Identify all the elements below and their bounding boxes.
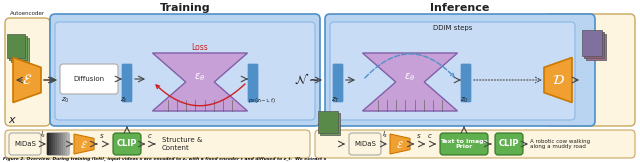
Text: $s$: $s$ [99, 132, 105, 140]
FancyBboxPatch shape [9, 133, 41, 155]
Bar [582, 30, 602, 56]
Text: Autoencoder: Autoencoder [10, 11, 45, 16]
Bar [65, 133, 67, 155]
Bar [47, 133, 49, 155]
Text: DDIM steps: DDIM steps [433, 25, 472, 31]
Text: CLIP: CLIP [116, 139, 137, 149]
Text: $\varepsilon_\theta$: $\varepsilon_\theta$ [404, 71, 415, 83]
Text: MiDaS: MiDaS [354, 141, 376, 147]
Polygon shape [390, 134, 410, 154]
Text: $z_T$: $z_T$ [331, 96, 340, 105]
Bar [320, 113, 340, 135]
Text: $z_0$: $z_0$ [460, 96, 468, 105]
Bar [11, 38, 29, 62]
Text: $\mathcal{E}$: $\mathcal{E}$ [396, 139, 404, 150]
Text: $x$: $x$ [8, 115, 17, 125]
Text: $\mathcal{N}\sim$: $\mathcal{N}\sim$ [294, 73, 320, 87]
Text: $\mathcal{E}$: $\mathcal{E}$ [80, 139, 88, 150]
FancyBboxPatch shape [47, 133, 69, 155]
Text: CLIP: CLIP [499, 139, 519, 149]
Bar [586, 34, 606, 60]
Text: $\mathcal{D}$: $\mathcal{D}$ [552, 73, 564, 87]
Bar [51, 133, 53, 155]
Polygon shape [544, 58, 572, 103]
Text: A robotic cow walking
along a muddy road: A robotic cow walking along a muddy road [530, 139, 590, 149]
FancyBboxPatch shape [440, 133, 488, 155]
Text: $z_0$: $z_0$ [61, 96, 70, 105]
FancyBboxPatch shape [333, 64, 343, 102]
Text: $l_s$: $l_s$ [382, 130, 388, 140]
Text: Diffusion: Diffusion [74, 76, 104, 82]
Text: $c$: $c$ [427, 132, 433, 140]
FancyBboxPatch shape [113, 133, 141, 155]
FancyBboxPatch shape [60, 64, 118, 94]
Text: $c$: $c$ [147, 132, 153, 140]
Bar [584, 32, 604, 58]
FancyBboxPatch shape [5, 130, 310, 158]
FancyBboxPatch shape [55, 22, 315, 120]
Bar [318, 111, 338, 133]
FancyBboxPatch shape [461, 64, 471, 102]
Bar [9, 36, 27, 60]
Text: Inference: Inference [430, 3, 490, 13]
Bar [63, 133, 65, 155]
FancyBboxPatch shape [349, 133, 381, 155]
Polygon shape [13, 58, 41, 103]
FancyBboxPatch shape [248, 64, 258, 102]
Bar [7, 34, 25, 58]
Text: Structure &
Content: Structure & Content [162, 138, 202, 150]
Bar [53, 133, 55, 155]
Text: $\mathcal{E}$: $\mathcal{E}$ [22, 73, 32, 87]
Bar [59, 133, 61, 155]
Polygon shape [152, 53, 248, 111]
Text: $p_\theta(z_{t-1},t)$: $p_\theta(z_{t-1},t)$ [248, 96, 276, 105]
Bar [49, 133, 51, 155]
Bar [55, 133, 57, 155]
FancyBboxPatch shape [325, 14, 595, 126]
Text: $z_t$: $z_t$ [120, 96, 128, 105]
Text: Loss: Loss [191, 43, 209, 52]
FancyBboxPatch shape [545, 14, 635, 126]
Bar [57, 133, 59, 155]
Text: Figure 2. Overview. During training (left), input videos x are encoded to z₀ wit: Figure 2. Overview. During training (lef… [3, 157, 326, 161]
Bar [61, 133, 63, 155]
Polygon shape [362, 53, 458, 111]
FancyBboxPatch shape [50, 14, 320, 126]
FancyBboxPatch shape [5, 18, 50, 126]
FancyBboxPatch shape [495, 133, 523, 155]
Text: MiDaS: MiDaS [14, 141, 36, 147]
Polygon shape [74, 134, 94, 154]
FancyBboxPatch shape [330, 22, 575, 120]
Bar [67, 133, 69, 155]
Text: $l_s$: $l_s$ [40, 130, 46, 140]
Text: $\varepsilon_\theta$: $\varepsilon_\theta$ [195, 71, 205, 83]
Text: $s$: $s$ [416, 132, 422, 140]
FancyArrowPatch shape [365, 54, 454, 78]
Text: Training: Training [160, 3, 211, 13]
Text: Text to Image
Prior: Text to Image Prior [440, 139, 488, 149]
FancyArrowPatch shape [156, 84, 245, 106]
FancyBboxPatch shape [315, 130, 635, 158]
FancyBboxPatch shape [122, 64, 132, 102]
